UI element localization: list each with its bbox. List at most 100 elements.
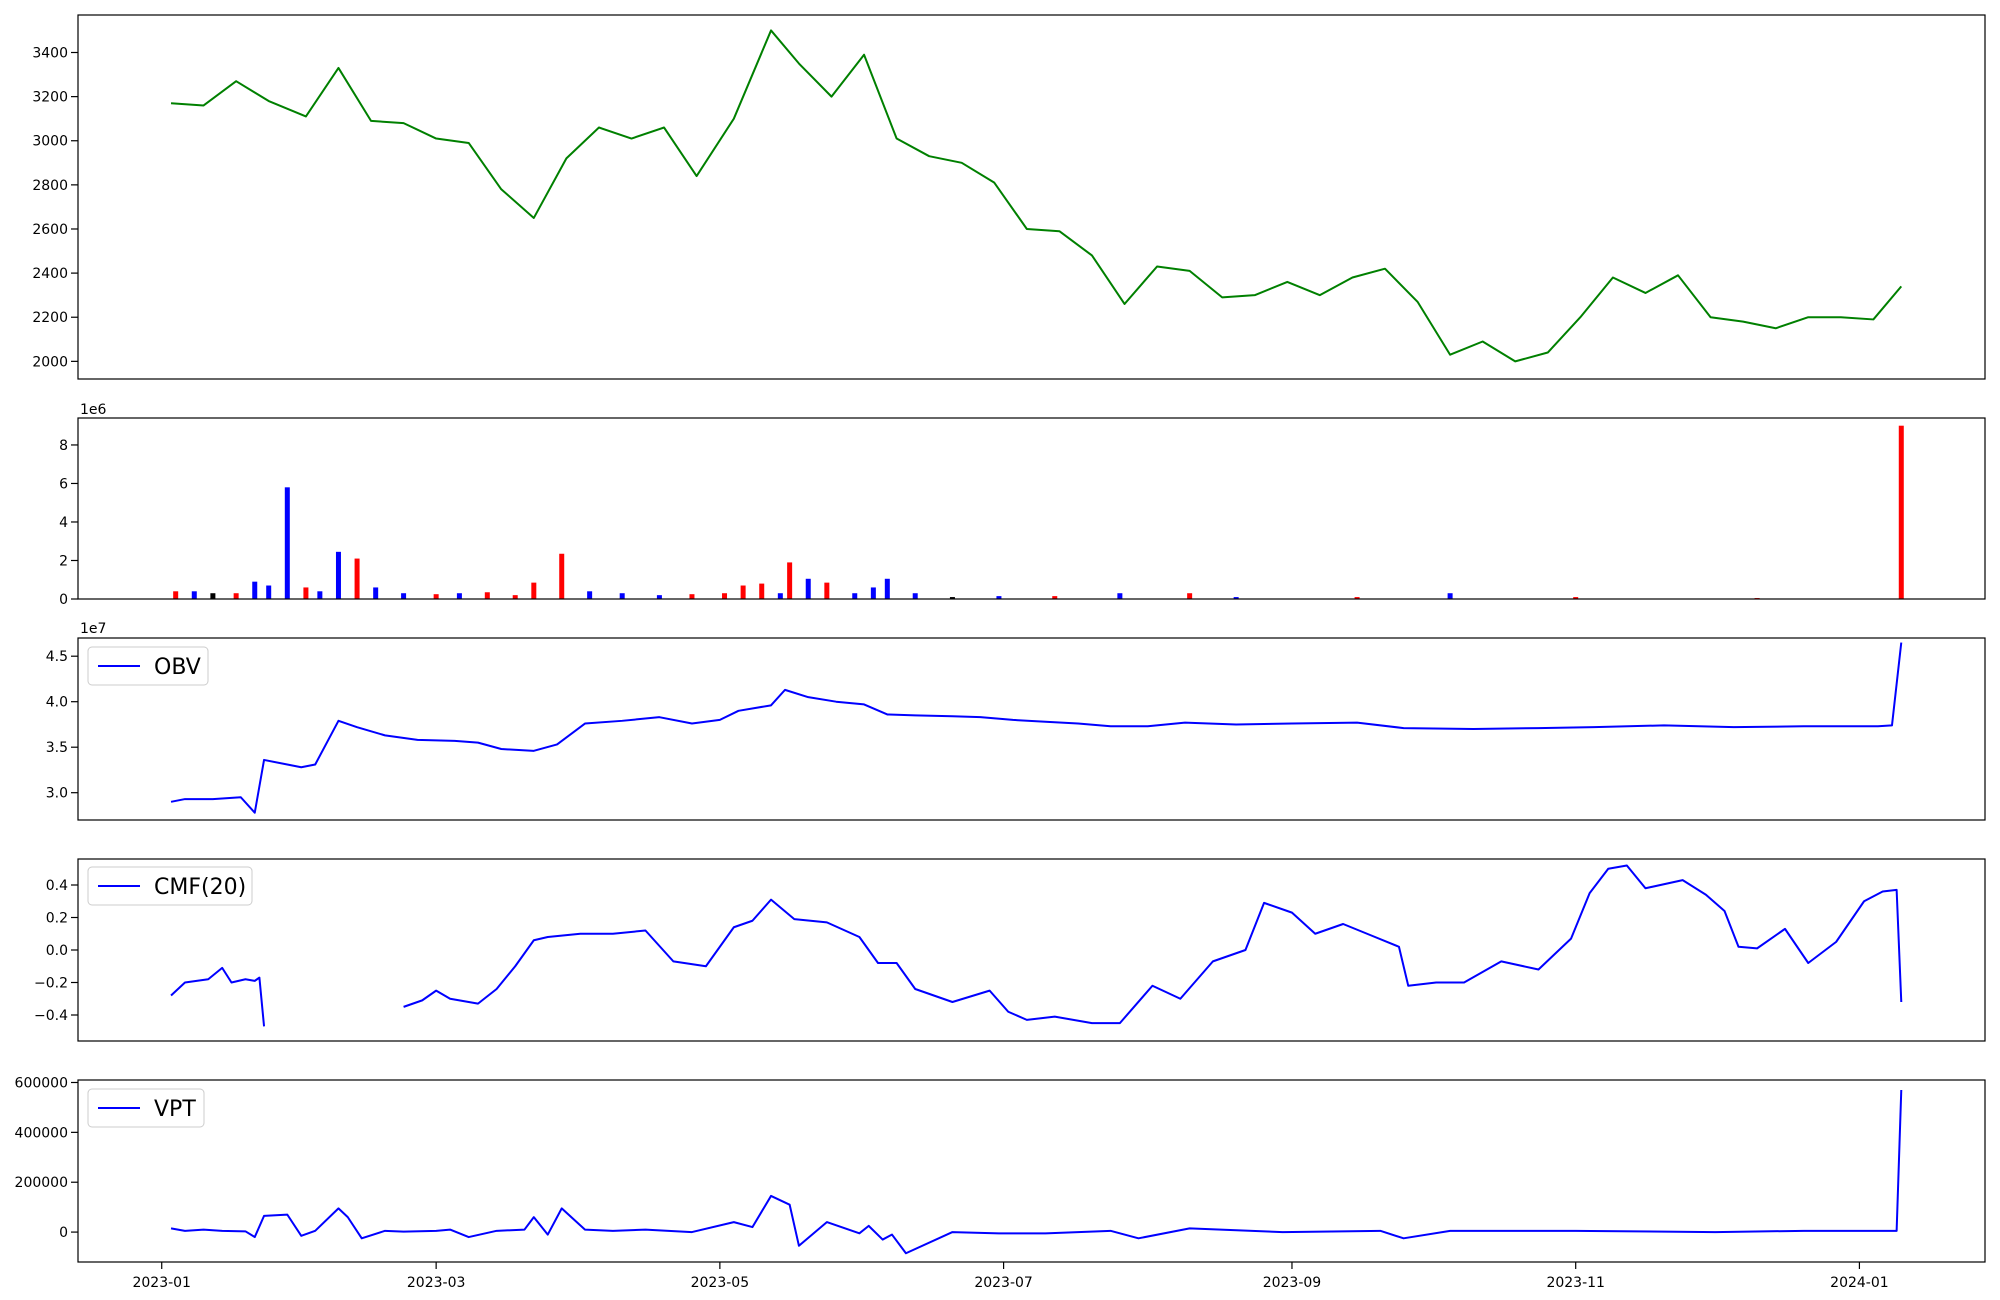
x-tick-label: 2023-03: [407, 1275, 466, 1291]
volume-bar: [949, 597, 955, 599]
y-tick-label: 4.5: [46, 649, 68, 665]
obv-legend: OBV: [87, 646, 209, 686]
price-y-axis: 2000 2200 2400 2600 2800 3000 3200 3400: [32, 46, 78, 370]
volume-bar: [266, 585, 272, 599]
vpt-legend-box: [87, 1088, 205, 1128]
y-tick-label: −0.2: [34, 976, 68, 992]
vpt-legend: VPT: [87, 1088, 205, 1128]
volume-bar: [401, 593, 407, 599]
volume-bar: [210, 593, 216, 599]
volume-bar: [1447, 593, 1453, 599]
volume-bar: [559, 553, 565, 599]
date-x-axis: 2023-01 2023-03 2023-05 2023-07 2023-09 2023-…: [132, 1262, 1889, 1291]
volume-bar: [740, 585, 746, 599]
y-tick-label: 200000: [15, 1175, 68, 1191]
volume-bar: [233, 593, 239, 599]
volume-bar: [456, 593, 462, 599]
volume-bar: [531, 582, 537, 599]
y-tick-label: 2800: [32, 178, 68, 194]
volume-bars: [173, 425, 1904, 599]
vpt-y-axis: 0 200000 400000 600000: [15, 1075, 78, 1241]
volume-bar: [1233, 597, 1239, 599]
volume-bar: [484, 592, 490, 599]
volume-bar: [805, 578, 811, 599]
y-tick-label: 2000: [32, 354, 68, 370]
volume-bar: [373, 587, 379, 599]
y-tick-label: 0: [59, 592, 68, 608]
obv-panel-frame: [77, 637, 1986, 821]
x-tick-label: 2024-01: [1830, 1275, 1889, 1291]
volume-bar: [354, 558, 360, 599]
y-tick-label: 0.0: [46, 943, 68, 959]
cmf-series-lines: [170, 864, 1903, 1027]
y-tick-label: 2200: [32, 310, 68, 326]
volume-bar: [787, 562, 793, 599]
y-tick-label: 4: [59, 515, 68, 531]
y-tick-label: 0.4: [46, 878, 68, 894]
cmf-legend: CMF(20): [87, 866, 253, 906]
y-tick-label: 2: [59, 553, 68, 569]
y-tick-label: 3.5: [46, 740, 68, 756]
y-tick-label: 3.0: [46, 786, 68, 802]
volume-bar: [870, 587, 876, 599]
volume-bar: [1898, 425, 1904, 599]
volume-bar: [173, 591, 179, 599]
cmf-legend-label: CMF(20): [154, 875, 246, 900]
volume-y-axis: 0 2 4 6 8: [59, 438, 78, 608]
obv-y-axis: 3.0 3.5 4.0 4.5: [46, 649, 78, 802]
obv-panel: 1e7 3.0 3.5 4.0 4.5 OBV: [46, 621, 1986, 821]
volume-bar: [824, 582, 830, 599]
cmf-legend-box: [87, 866, 253, 906]
y-tick-label: 2600: [32, 222, 68, 238]
x-tick-label: 2023-01: [132, 1275, 191, 1291]
volume-bar: [722, 593, 728, 599]
y-tick-label: 3000: [32, 134, 68, 150]
x-tick-label: 2023-05: [691, 1275, 750, 1291]
volume-bar: [884, 578, 890, 599]
volume-bar: [587, 591, 593, 599]
obv-series-line: [170, 642, 1903, 814]
y-tick-label: 4.0: [46, 695, 68, 711]
volume-bar: [1117, 593, 1123, 599]
volume-panel: 1e6 0 2 4 6 8: [59, 402, 1986, 608]
cmf-series-segment: [403, 864, 1903, 1025]
y-tick-label: 2400: [32, 266, 68, 282]
volume-bar: [1187, 593, 1193, 599]
y-tick-label: 0.2: [46, 911, 68, 927]
x-tick-label: 2023-11: [1546, 1275, 1605, 1291]
vpt-series-line: [170, 1089, 1903, 1255]
cmf-series-segment: [170, 966, 266, 1027]
volume-bar: [852, 593, 858, 599]
y-tick-label: 400000: [15, 1125, 68, 1141]
price-panel: 2000 2200 2400 2600 2800 3000 3200 3400: [32, 14, 1986, 380]
volume-bar: [433, 594, 439, 599]
y-tick-label: 3200: [32, 90, 68, 106]
vpt-panel: 0 200000 400000 600000 VPT: [15, 1075, 1986, 1263]
price-panel-frame: [77, 14, 1986, 380]
y-tick-label: 8: [59, 438, 68, 454]
y-tick-label: 600000: [15, 1075, 68, 1091]
price-series-line: [170, 29, 1903, 363]
vpt-legend-label: VPT: [154, 1097, 196, 1122]
volume-offset-label: 1e6: [80, 402, 107, 418]
volume-bar: [656, 595, 662, 599]
volume-bar: [335, 551, 341, 599]
y-tick-label: −0.4: [34, 1008, 68, 1024]
y-tick-label: 0: [59, 1225, 68, 1241]
cmf-y-axis: −0.4 −0.2 0.0 0.2 0.4: [34, 878, 78, 1024]
obv-offset-label: 1e7: [80, 621, 106, 637]
y-tick-label: 3400: [32, 46, 68, 62]
y-tick-label: 6: [59, 476, 68, 492]
volume-bar: [512, 595, 518, 599]
volume-bar: [252, 581, 258, 599]
volume-panel-frame: [77, 417, 1986, 600]
volume-bar: [191, 591, 197, 599]
cmf-panel-frame: [77, 858, 1986, 1042]
volume-bar: [1052, 596, 1058, 599]
volume-bar: [317, 591, 323, 599]
x-tick-label: 2023-07: [974, 1275, 1033, 1291]
volume-bar: [284, 487, 290, 599]
vpt-panel-frame: [77, 1079, 1986, 1263]
